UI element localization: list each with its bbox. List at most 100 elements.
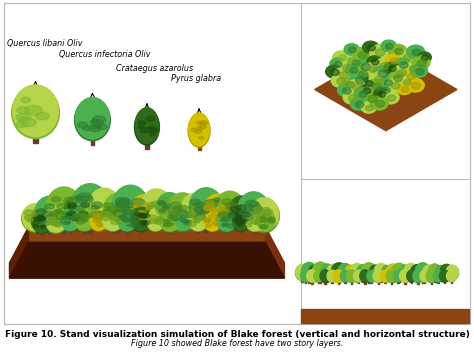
Ellipse shape: [115, 219, 122, 223]
Circle shape: [390, 44, 407, 57]
Ellipse shape: [68, 217, 73, 220]
Ellipse shape: [200, 122, 205, 125]
Ellipse shape: [62, 216, 68, 220]
Bar: [304, 276, 306, 283]
Ellipse shape: [420, 271, 429, 282]
Ellipse shape: [180, 215, 185, 218]
Ellipse shape: [146, 220, 151, 223]
Ellipse shape: [113, 205, 124, 211]
Ellipse shape: [44, 211, 53, 216]
Bar: [368, 272, 370, 283]
Ellipse shape: [40, 220, 46, 223]
Ellipse shape: [228, 212, 239, 218]
Bar: [228, 211, 231, 231]
Bar: [424, 276, 426, 283]
Circle shape: [363, 41, 379, 53]
Ellipse shape: [92, 116, 106, 123]
Bar: [319, 272, 321, 283]
Ellipse shape: [58, 214, 64, 218]
Circle shape: [402, 70, 419, 82]
Ellipse shape: [17, 107, 29, 113]
Ellipse shape: [116, 197, 130, 205]
Ellipse shape: [205, 218, 212, 222]
Ellipse shape: [158, 202, 168, 208]
Bar: [301, 273, 303, 282]
Ellipse shape: [223, 223, 228, 226]
Ellipse shape: [361, 263, 376, 281]
Ellipse shape: [192, 203, 201, 209]
Ellipse shape: [193, 201, 200, 205]
Ellipse shape: [264, 218, 274, 224]
Ellipse shape: [72, 217, 80, 221]
Circle shape: [356, 101, 364, 108]
Ellipse shape: [41, 220, 50, 226]
Polygon shape: [315, 48, 457, 131]
Ellipse shape: [86, 216, 91, 218]
Ellipse shape: [392, 263, 407, 280]
Ellipse shape: [34, 217, 39, 221]
Ellipse shape: [407, 270, 416, 282]
Ellipse shape: [206, 224, 212, 227]
Ellipse shape: [182, 219, 186, 222]
Ellipse shape: [93, 214, 100, 217]
Ellipse shape: [102, 207, 123, 230]
Circle shape: [407, 45, 425, 59]
Ellipse shape: [412, 270, 424, 282]
Ellipse shape: [205, 205, 214, 210]
Bar: [440, 273, 442, 281]
Ellipse shape: [245, 210, 265, 232]
Ellipse shape: [188, 213, 196, 217]
Ellipse shape: [229, 208, 240, 214]
Polygon shape: [9, 227, 284, 263]
Bar: [62, 209, 66, 233]
Ellipse shape: [232, 211, 249, 231]
Ellipse shape: [130, 208, 152, 232]
Circle shape: [400, 62, 408, 68]
Ellipse shape: [16, 113, 31, 122]
Ellipse shape: [170, 202, 181, 208]
Ellipse shape: [158, 201, 165, 205]
Ellipse shape: [91, 205, 99, 209]
Ellipse shape: [73, 216, 83, 221]
Circle shape: [348, 95, 357, 101]
Ellipse shape: [338, 263, 352, 280]
Ellipse shape: [73, 207, 95, 231]
Circle shape: [372, 83, 381, 90]
Bar: [254, 221, 256, 233]
Ellipse shape: [173, 218, 179, 221]
Ellipse shape: [204, 194, 232, 227]
Bar: [351, 276, 353, 284]
Ellipse shape: [219, 212, 228, 217]
Ellipse shape: [45, 204, 55, 209]
Ellipse shape: [34, 224, 38, 227]
Ellipse shape: [87, 190, 122, 229]
Ellipse shape: [337, 264, 353, 281]
Ellipse shape: [51, 222, 57, 226]
Circle shape: [378, 70, 388, 77]
Ellipse shape: [415, 263, 430, 281]
Ellipse shape: [199, 202, 205, 205]
Circle shape: [364, 88, 371, 94]
Bar: [365, 276, 366, 284]
Circle shape: [389, 66, 396, 72]
Ellipse shape: [374, 263, 388, 280]
Text: Quercus libani Oliv: Quercus libani Oliv: [7, 39, 82, 48]
Circle shape: [386, 44, 393, 49]
Ellipse shape: [220, 208, 227, 211]
Ellipse shape: [181, 195, 208, 226]
Ellipse shape: [399, 270, 410, 282]
Bar: [404, 276, 406, 284]
Bar: [331, 276, 333, 283]
Ellipse shape: [91, 120, 99, 124]
Ellipse shape: [12, 87, 59, 139]
Ellipse shape: [189, 210, 199, 215]
Circle shape: [392, 83, 400, 89]
Circle shape: [353, 48, 371, 61]
Ellipse shape: [140, 221, 147, 224]
Ellipse shape: [78, 211, 88, 217]
Ellipse shape: [426, 270, 437, 282]
Circle shape: [346, 82, 355, 88]
Ellipse shape: [222, 207, 230, 211]
Circle shape: [404, 79, 411, 85]
Ellipse shape: [72, 216, 78, 219]
